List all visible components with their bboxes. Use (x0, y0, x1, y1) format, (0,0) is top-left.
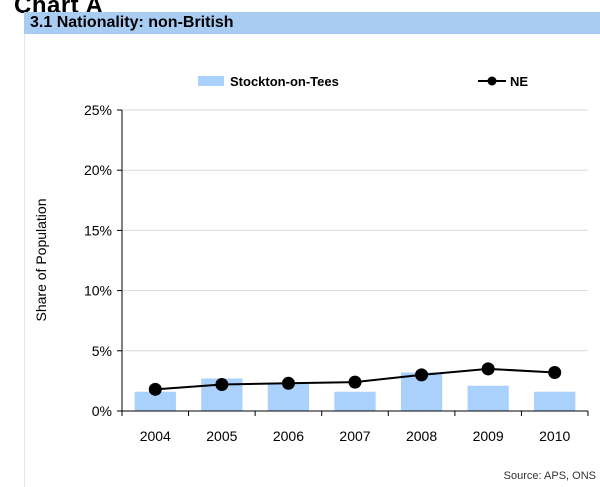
line-point (548, 365, 562, 379)
y-axis-label: Share of Population (33, 199, 49, 322)
x-tick-label: 2008 (406, 428, 437, 444)
legend-swatch-marker (487, 76, 497, 86)
axes (117, 109, 589, 416)
y-tick-label: 15% (84, 222, 112, 238)
legend: Stockton-on-Tees NE (198, 74, 528, 89)
source-note: Source: APS, ONS (503, 470, 596, 482)
line-point (348, 375, 362, 389)
frame-left-rule (24, 34, 25, 487)
y-tick-label: 20% (84, 162, 112, 178)
legend-label: NE (510, 74, 528, 89)
x-tick-label: 2006 (273, 428, 304, 444)
bar (534, 391, 576, 411)
gridlines (122, 109, 588, 352)
line-series (148, 362, 562, 396)
bar (467, 385, 509, 411)
y-tick-label: 0% (92, 403, 112, 419)
line-point (415, 368, 429, 382)
line-point (281, 376, 295, 390)
y-tick-labels: 0% 5% 10% 15% 20% 25% (84, 102, 112, 419)
y-tick-label: 5% (92, 343, 112, 359)
x-tick-label: 2010 (539, 428, 570, 444)
chart-title: 3.1 Nationality: non-British (30, 14, 234, 31)
title-band: 3.1 Nationality: non-British (24, 12, 600, 34)
y-tick-label: 25% (84, 102, 112, 118)
line-point (215, 378, 229, 392)
legend-label: Stockton-on-Tees (230, 74, 339, 89)
x-tick-labels: 2004 2005 2006 2007 2008 2009 2010 (140, 428, 571, 444)
legend-swatch-bar (198, 76, 224, 86)
bar (334, 391, 376, 411)
x-tick-label: 2007 (339, 428, 370, 444)
line-point (481, 362, 495, 376)
bar-series (134, 372, 576, 411)
bar (134, 391, 176, 411)
line-point (148, 382, 162, 396)
x-tick-label: 2005 (206, 428, 237, 444)
y-tick-label: 10% (84, 283, 112, 299)
x-tick-label: 2004 (140, 428, 171, 444)
x-tick-label: 2009 (473, 428, 504, 444)
